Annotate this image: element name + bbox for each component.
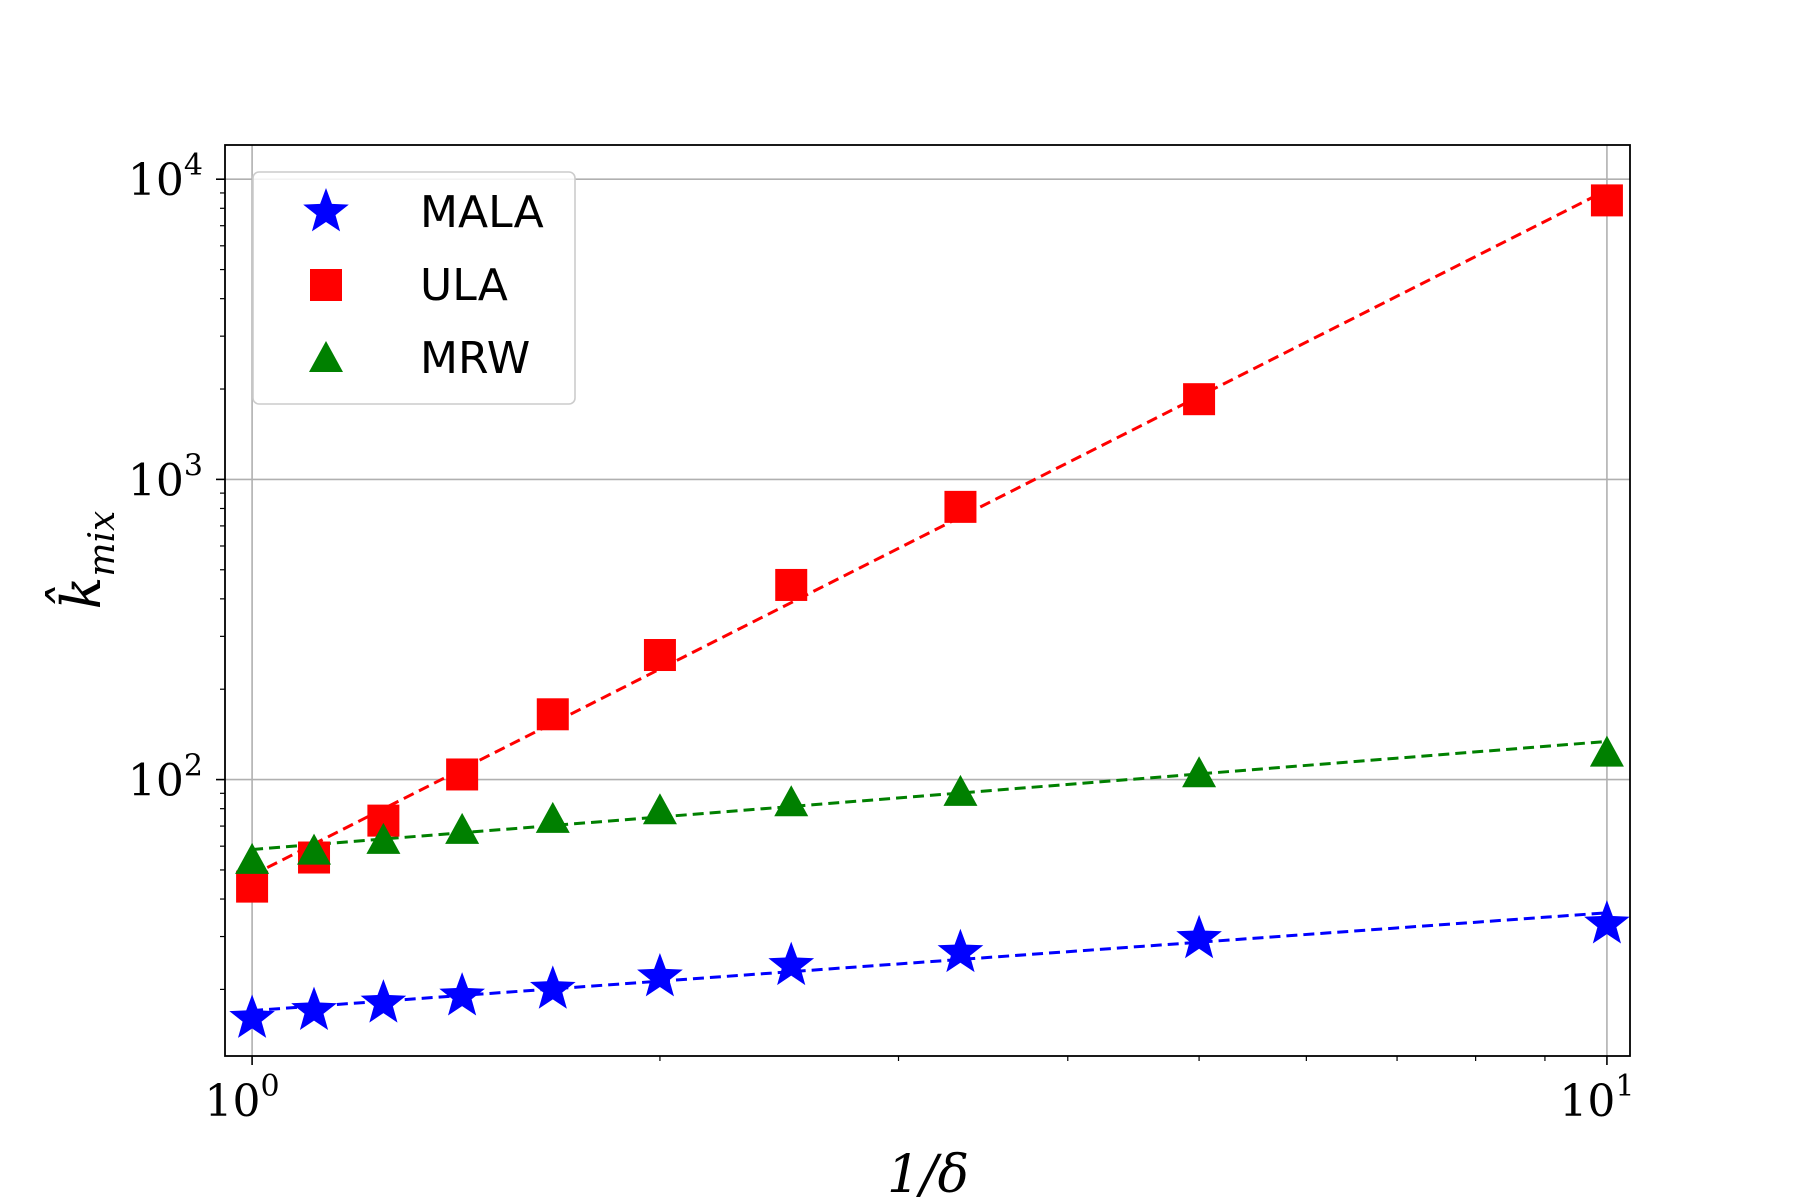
- mala-point: [439, 972, 485, 1016]
- y-axis-label: k̂mix: [44, 511, 123, 610]
- mrw-point: [1182, 756, 1217, 788]
- y-tick-exponent: 3: [184, 448, 203, 483]
- mala-point: [1584, 900, 1630, 944]
- mala-point: [937, 928, 984, 973]
- mrw-point: [297, 833, 332, 865]
- ula-point: [446, 758, 479, 791]
- legend-ula-label: ULA: [420, 260, 508, 311]
- mala-point: [360, 979, 407, 1023]
- mrw-point: [1589, 735, 1624, 767]
- x-tick-exponent: 0: [261, 1069, 280, 1104]
- y-tick-label: 102: [128, 749, 203, 807]
- mrw-point: [366, 822, 401, 854]
- y-tick-base: 10: [128, 455, 184, 506]
- ula-fit-line: [251, 188, 1608, 877]
- mala-point: [768, 941, 815, 986]
- x-tick-exponent: 1: [1615, 1069, 1634, 1104]
- mala-point: [1176, 914, 1222, 959]
- mrw-point: [445, 812, 480, 844]
- data-markers: [229, 184, 1630, 1038]
- mrw-point: [642, 793, 677, 825]
- mala-point: [229, 994, 275, 1038]
- mala-point: [530, 965, 576, 1009]
- y-axis-label-subscript: mix: [82, 511, 123, 577]
- legend-mala-marker: [303, 188, 349, 232]
- legend-box: [252, 171, 576, 405]
- x-axis-label: 1/δ: [887, 1145, 969, 1200]
- plot-frame: [224, 144, 1631, 1057]
- x-tick-base: 10: [1559, 1076, 1615, 1127]
- fit-lines: [251, 188, 1608, 1013]
- mrw-point: [235, 842, 270, 874]
- ula-point: [536, 698, 569, 731]
- ula-point: [1183, 383, 1216, 416]
- y-tick-label: 103: [128, 448, 203, 506]
- ula-point: [236, 870, 269, 903]
- y-tick-base: 10: [128, 756, 184, 807]
- mala-point: [291, 986, 337, 1030]
- mala-point: [637, 953, 683, 997]
- ula-point: [1590, 184, 1623, 217]
- legend-mrw-marker: [309, 341, 343, 372]
- legend-mrw-label: MRW: [420, 333, 530, 384]
- x-tick-label: 101: [1559, 1069, 1634, 1127]
- y-tick-base: 10: [128, 155, 184, 206]
- x-tick-label: 100: [205, 1069, 280, 1127]
- y-tick-label: 104: [128, 148, 203, 206]
- mrw-point: [535, 801, 570, 833]
- legend-mala-label: MALA: [420, 187, 544, 238]
- y-tick-exponent: 4: [184, 148, 203, 183]
- mrw-point: [943, 774, 978, 806]
- legend-ula-marker: [310, 269, 342, 301]
- y-tick-exponent: 2: [184, 749, 203, 784]
- legend: MALA ULA MRW: [252, 171, 576, 405]
- ula-point: [775, 568, 808, 601]
- mrw-fit-line: [251, 739, 1608, 851]
- y-axis-label-main: k̂: [44, 577, 113, 610]
- mrw-point: [774, 785, 809, 817]
- ula-point: [643, 639, 676, 672]
- x-tick-base: 10: [205, 1076, 261, 1127]
- mala-fit-line: [251, 911, 1608, 1013]
- ula-point: [944, 490, 977, 523]
